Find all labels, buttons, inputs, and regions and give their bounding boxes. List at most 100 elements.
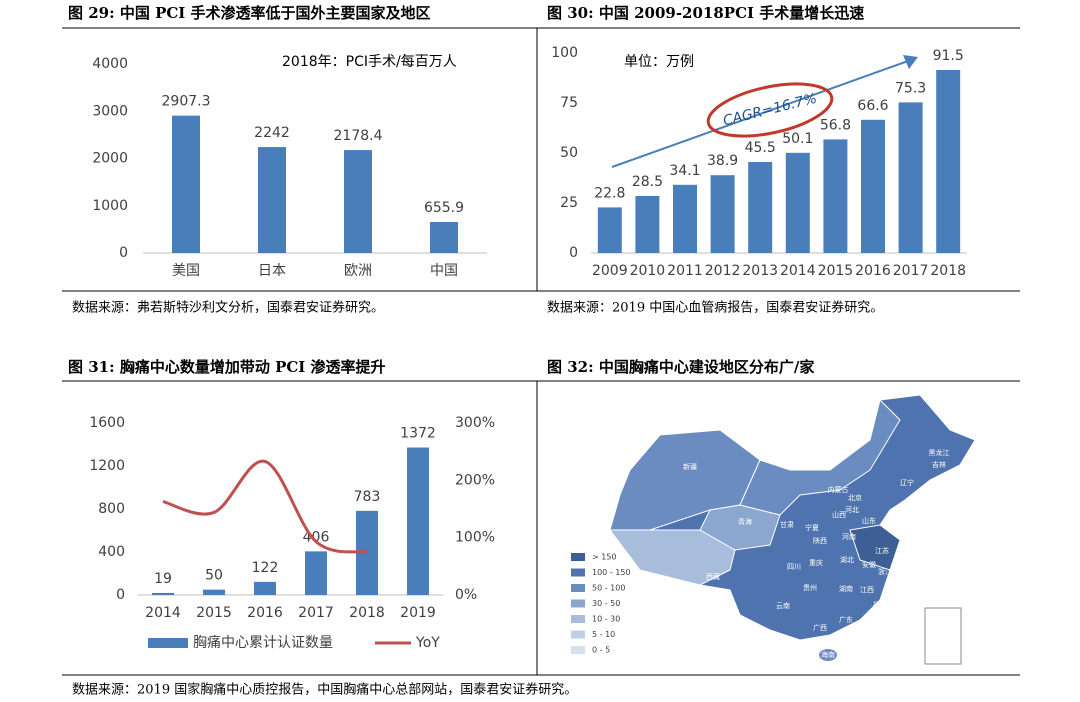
region-label: 陕西: [813, 536, 827, 545]
bar: [430, 222, 458, 253]
x-tick-label: 2014: [780, 263, 816, 279]
x-tick-label: 2009: [592, 263, 628, 279]
y-tick-label: 1200: [89, 458, 125, 474]
bar: [710, 175, 735, 253]
bar: [597, 207, 622, 253]
map: > 150 100 - 150 50 - 100 30 - 50 10 - 30 5 - …: [571, 394, 976, 665]
region-label: 河南: [842, 532, 856, 541]
value-label: 19: [154, 571, 172, 587]
x-tick-label: 2017: [298, 605, 334, 621]
y2-tick-label: 100%: [455, 530, 495, 546]
x-tick-label: 2016: [855, 263, 891, 279]
x-tick-label: 中国: [430, 263, 458, 279]
bar: [898, 102, 923, 254]
bar: [407, 447, 429, 595]
arrow-head: [903, 55, 918, 69]
bar: [356, 510, 378, 595]
figure-title: 图 29: 中国 PCI 手术渗透率低于国外主要国家及地区: [68, 4, 431, 22]
legend-label: > 150: [592, 553, 617, 562]
y-tick-label: 25: [560, 195, 578, 211]
y-tick-label: 50: [560, 145, 578, 161]
value-label: 75.3: [895, 80, 926, 96]
region-label: 吉林: [932, 460, 946, 469]
bar: [861, 119, 885, 253]
y-tick-label: 1600: [89, 415, 125, 431]
x-tick-label: 2019: [400, 605, 436, 621]
bar: [785, 152, 810, 253]
region-label: 辽宁: [900, 478, 914, 487]
inset-box: [924, 607, 962, 665]
figure-title: 图 30: 中国 2009-2018PCI 手术量增长迅速: [547, 4, 864, 22]
region-label: 山西: [832, 510, 846, 519]
legend-label: 0 - 5: [592, 646, 610, 655]
legend-label: YoY: [415, 635, 440, 651]
value-label: 22.8: [594, 185, 625, 201]
x-tick-label: 2016: [247, 605, 283, 621]
x-tick-label: 2018: [349, 605, 385, 621]
value-label: 2242: [254, 125, 290, 141]
value-label: 91.5: [933, 48, 964, 64]
legend-label: 50 - 100: [592, 584, 625, 593]
region-label: 贵州: [803, 583, 817, 592]
bar: [305, 551, 327, 595]
bar: [673, 184, 697, 253]
region-label: 四川: [787, 563, 801, 571]
bar: [748, 162, 773, 253]
x-tick-label: 2013: [742, 263, 778, 279]
region-label: 上海: [888, 563, 902, 572]
value-label: 38.9: [707, 153, 738, 169]
source: 数据来源：2019 中国心血管病报告，国泰君安证券研究。: [547, 300, 883, 316]
y-tick-label: 75: [560, 95, 578, 111]
region-label: 内蒙古: [828, 485, 849, 494]
value-label: 2907.3: [162, 94, 211, 110]
legend-swatch: [571, 599, 585, 608]
bar: [172, 115, 200, 254]
figure-title: 图 31: 胸痛中心数量增加带动 PCI 渗透率提升: [68, 358, 386, 376]
legend-swatch: [571, 553, 585, 561]
region-label: 河北: [845, 506, 859, 514]
y-tick-label: 0: [569, 245, 578, 261]
value-label: 1372: [400, 426, 436, 442]
region-label: 福建: [873, 600, 887, 609]
region-label: 重庆: [809, 558, 823, 567]
region-label: 黑龙江: [929, 448, 950, 457]
y-tick-label: 400: [98, 544, 125, 560]
y-tick-label: 3000: [92, 103, 128, 119]
region-label: 广东: [839, 615, 853, 624]
x-tick-label: 2012: [705, 263, 741, 279]
bar: [635, 196, 660, 253]
value-label: 28.5: [632, 174, 663, 190]
region-label: 湖南: [839, 584, 853, 593]
region-label: 浙江: [878, 567, 892, 576]
bar: [152, 592, 174, 595]
bar: [344, 150, 372, 253]
x-tick-label: 日本: [258, 263, 286, 279]
legend-swatch: [571, 615, 585, 623]
bar: [258, 147, 286, 253]
region-label: 海南: [821, 650, 835, 659]
x-tick-label: 2015: [818, 263, 854, 279]
source: 数据来源：2019 国家胸痛中心质控报告，中国胸痛中心总部网站，国泰君安证券研究…: [72, 682, 577, 698]
region-label: 北京: [848, 493, 862, 502]
region-label: 新疆: [683, 462, 697, 471]
x-tick-label: 2015: [196, 605, 232, 621]
region-label: 甘肃: [780, 520, 794, 529]
line: [162, 459, 368, 554]
x-tick-label: 2011: [667, 263, 703, 279]
legend-label: 10 - 30: [592, 615, 620, 624]
y-tick-label: 0: [119, 245, 128, 261]
annotation: 2018年：PCI手术/每百万人: [282, 54, 457, 70]
figure-title: 图 32: 中国胸痛中心建设地区分布广/家: [547, 358, 814, 376]
trend-arrow: [611, 60, 909, 168]
legend-label: 100 - 150: [592, 568, 631, 577]
x-tick-label: 美国: [172, 263, 200, 279]
x-tick-label: 2010: [630, 263, 666, 279]
legend-swatch: [571, 646, 585, 654]
x-tick-label: 欧洲: [344, 263, 372, 279]
value-label: 50: [205, 568, 223, 584]
y2-tick-label: 300%: [455, 415, 495, 431]
y-tick-label: 100: [551, 45, 578, 61]
y2-tick-label: 0%: [455, 587, 477, 603]
value-label: 45.5: [745, 140, 776, 156]
